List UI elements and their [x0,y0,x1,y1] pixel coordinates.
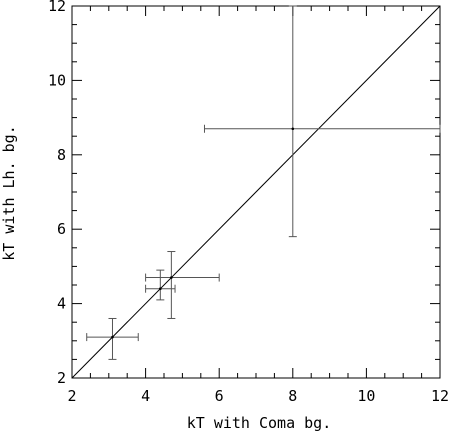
x-tick-label: 6 [215,387,224,405]
x-tick-label: 10 [357,387,375,405]
data-points-group [86,5,441,360]
data-point [145,251,220,319]
x-tick-label: 12 [431,387,449,405]
y-tick-label: 12 [48,0,66,15]
reference-line-group [71,5,441,379]
y-tick-label: 6 [57,220,66,238]
y-tick-label: 8 [57,146,66,164]
tick-labels-group: 2 4 6 8 10 12 2 4 6 8 10 12 [48,0,449,405]
x-tick-label: 2 [67,387,76,405]
point-marker [170,276,173,279]
data-point [145,269,176,301]
data-point [203,5,441,238]
y-tick-label: 10 [48,71,66,89]
point-marker [159,287,162,291]
y-axis-label: kT with Lh. bg. [0,125,18,260]
y-tick-label: 2 [57,369,66,387]
x-tick-label: 4 [141,387,150,405]
x-tick-label: 8 [288,387,297,405]
point-marker [291,127,295,131]
data-point [86,317,139,360]
one-to-one-line [71,5,441,379]
x-axis-label: kT with Coma bg. [187,414,332,432]
point-marker [111,335,114,339]
ticks-group [71,5,441,379]
y-tick-label: 4 [57,295,66,313]
